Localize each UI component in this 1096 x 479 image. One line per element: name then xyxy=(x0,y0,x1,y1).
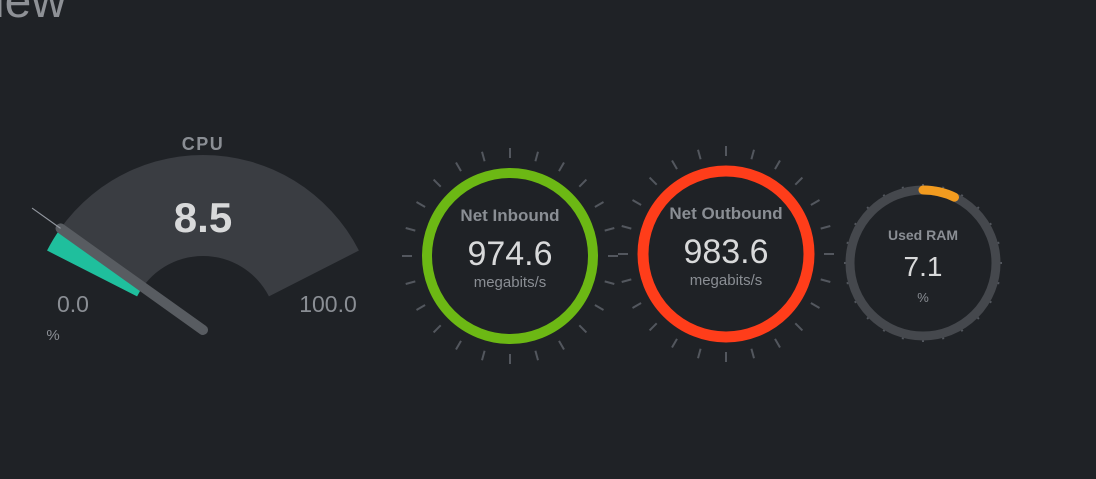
svg-text:8.5: 8.5 xyxy=(174,194,232,241)
svg-text:0.0: 0.0 xyxy=(57,291,89,317)
svg-text:CPU: CPU xyxy=(182,134,225,154)
svg-text:%: % xyxy=(46,327,59,340)
svg-text:100.0: 100.0 xyxy=(299,291,357,317)
